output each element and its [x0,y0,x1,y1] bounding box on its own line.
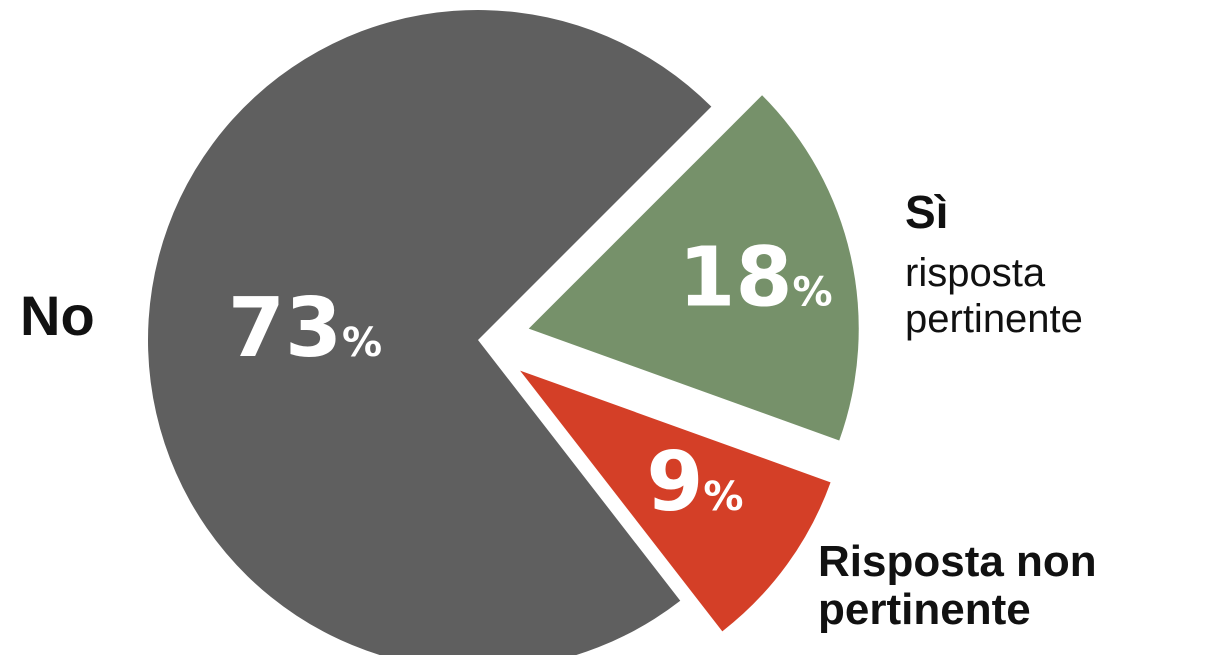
pie-slice-no [148,10,712,655]
label-no: No [20,284,95,347]
pie-value-percent-sign: % [703,474,743,520]
pie-value-number: 18 [678,231,792,326]
pie-value-label-non-pertinente: 9% [646,435,743,530]
pie-value-labels: 18%9%73% [228,231,833,530]
pie-slices [148,10,859,655]
pie-value-percent-sign: % [793,270,833,316]
pie-value-number: 73 [228,281,342,376]
label-risposta-non-pertinente: Risposta non pertinente [818,537,1097,634]
label-si-subtitle: risposta pertinente [905,251,1083,341]
pie-value-label-no: 73% [228,281,382,376]
pie-value-percent-sign: % [342,320,382,366]
pie-slice-si [528,95,859,441]
pie-value-number: 9 [646,435,703,530]
pie-slice-non-pertinente [520,370,831,632]
label-si: Sì [905,186,949,238]
pie-value-label-si: 18% [678,231,832,326]
